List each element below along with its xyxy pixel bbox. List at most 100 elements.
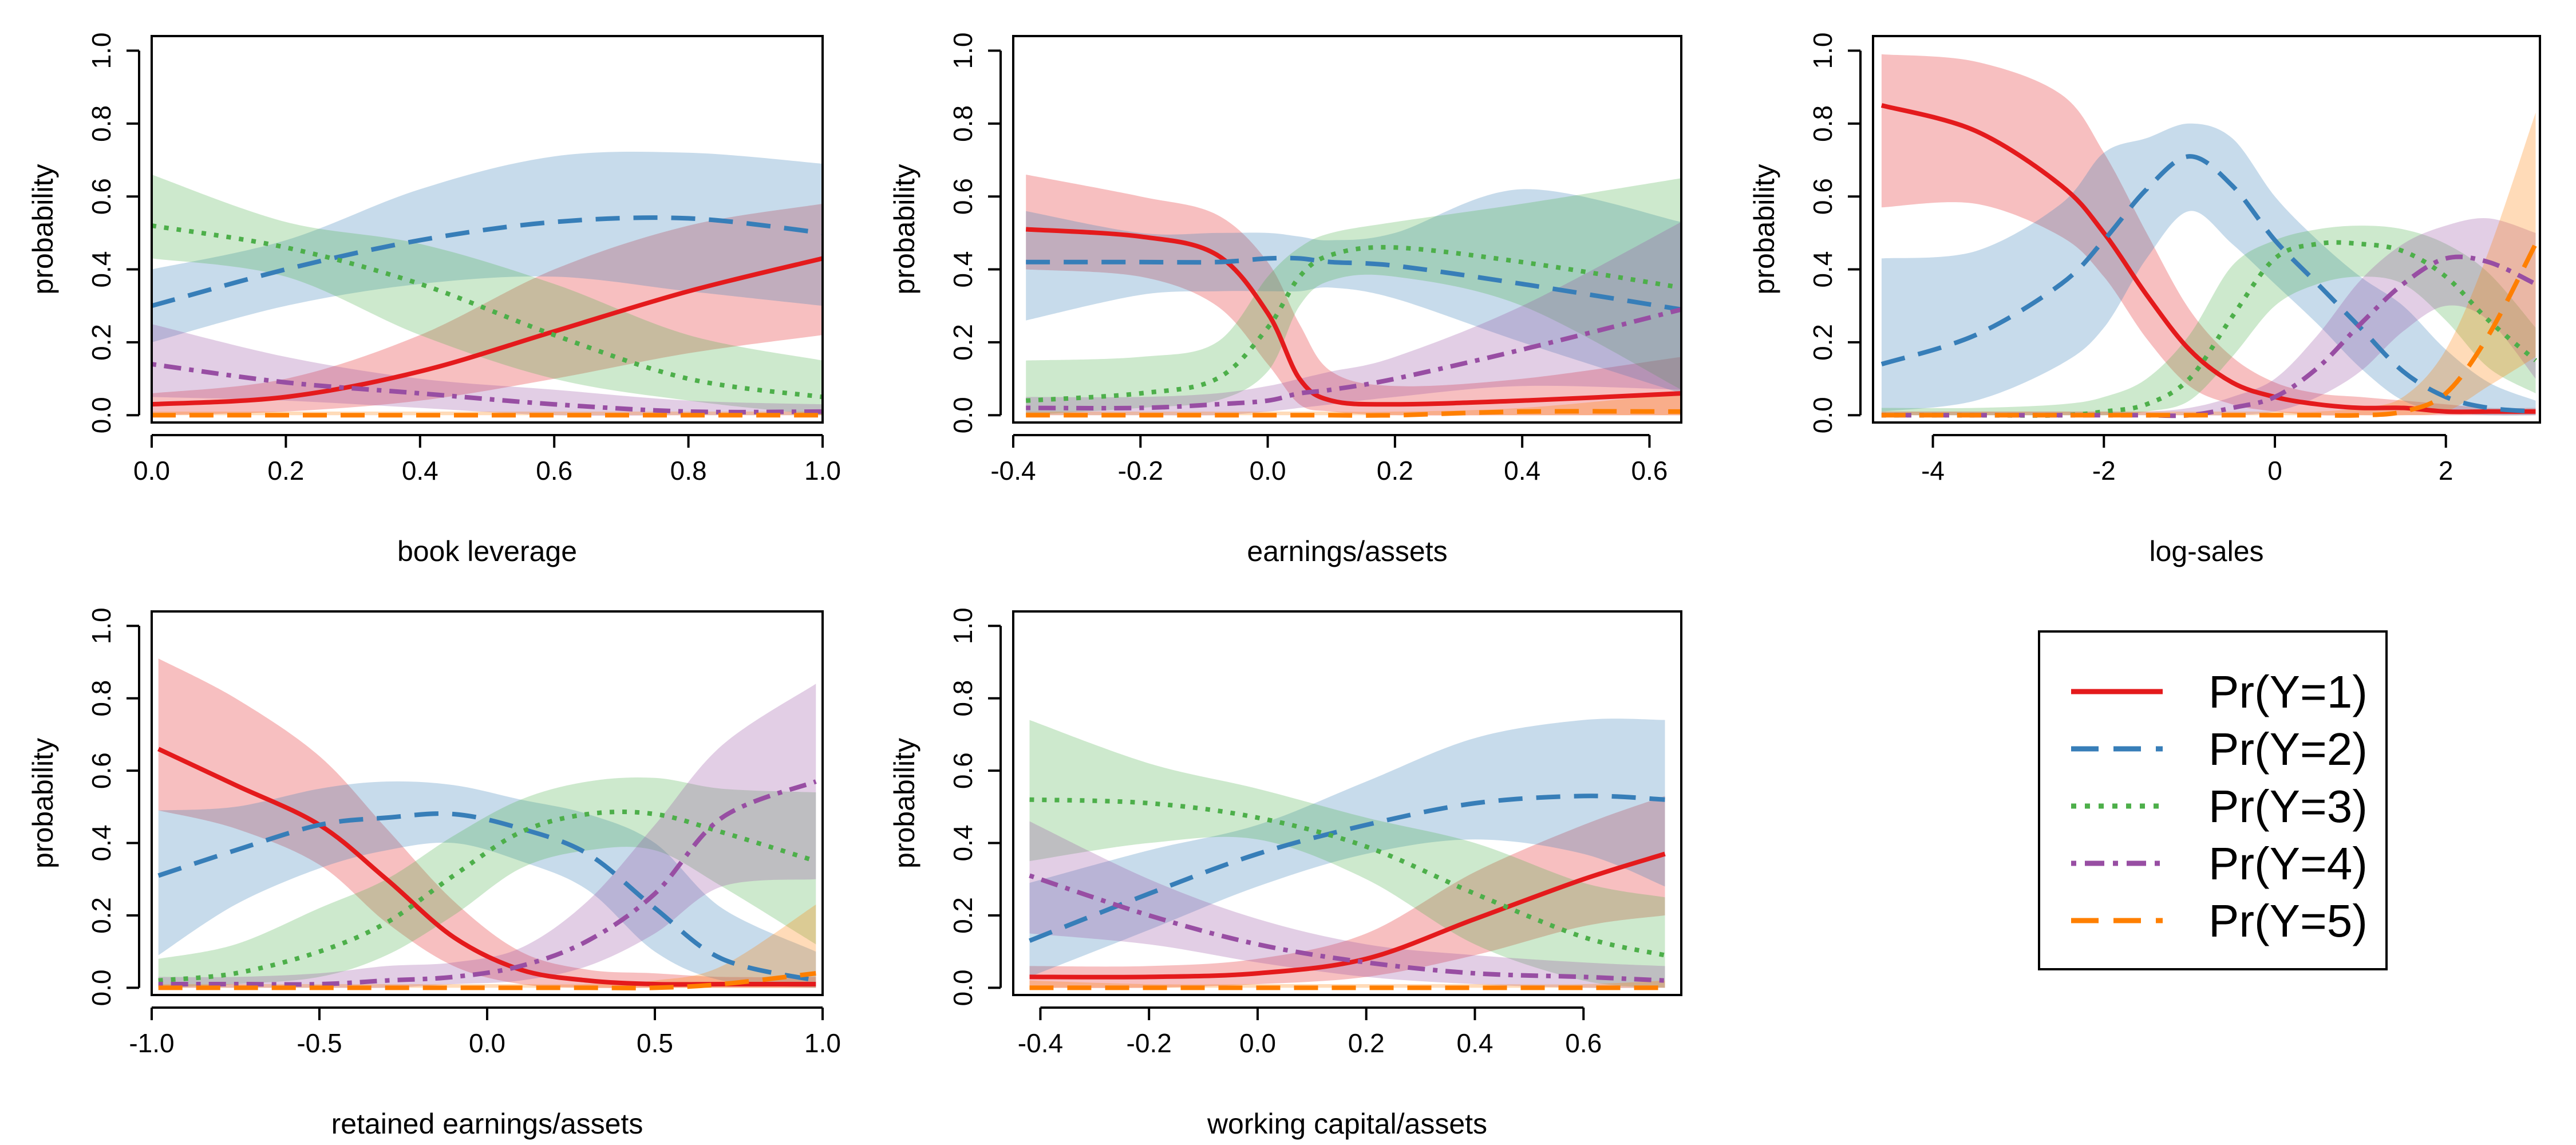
legend-label: Pr(Y=3) [2208,781,2368,832]
confidence-band [1026,189,1681,394]
confidence-band [1026,178,1681,416]
series-line [1881,243,2538,418]
x-tick-label: 0.4 [402,456,438,485]
y-tick-label: 0.0 [86,969,116,1006]
series-line [158,971,816,990]
x-axis-label: earnings/assets [1247,535,1447,567]
confidence-band [1881,112,2536,416]
y-tick-label: 0.4 [86,251,116,288]
x-tick-label: -4 [1921,456,1945,485]
y-tick-label: 0.2 [948,324,978,361]
x-axis-label: retained earnings/assets [331,1108,643,1140]
y-tick-label: 1.0 [1808,32,1838,69]
y-tick-label: 1.0 [948,32,978,69]
y-axis-label: probability [27,164,59,295]
panel-4: -1.0 -0.5 0.0 0.5 1.0 0.0 0.2 0.4 0.6 0.8 1.0 retai… [27,607,841,1140]
plot-frame [151,610,824,996]
confidence-band [1881,218,2536,416]
x-tick-label: -2 [2092,456,2116,485]
y-tick-label: 0.0 [948,969,978,1006]
confidence-band [1029,821,1665,988]
x-tick-label: -0.2 [1118,456,1163,485]
legend-label: Pr(Y=4) [2208,838,2368,889]
confidence-band [158,781,816,988]
series-line [1025,244,1682,403]
legend-label: Pr(Y=2) [2208,724,2368,775]
legend-label: Pr(Y=1) [2208,666,2368,717]
series-line [1029,793,1665,943]
y-tick-label: 0.4 [1808,251,1838,288]
x-tick-label: 0.0 [1239,1028,1276,1058]
x-axis-label: working capital/assets [1207,1108,1487,1140]
panel-1: 0.0 0.2 0.4 0.6 0.8 1.0 0.0 0.2 0.4 0.6 0.8 1.0 book… [27,32,841,567]
y-axis-label: probability [888,738,920,868]
confidence-band [1029,720,1665,988]
series-line [1026,409,1682,418]
y-tick-label: 1.0 [86,607,116,644]
series-line [157,811,817,983]
x-tick-label: -0.4 [1018,1028,1063,1058]
confidence-band [152,175,823,416]
y-tick-label: 0.6 [948,178,978,215]
x-tick-label: 0.2 [1377,456,1413,485]
confidence-band [152,203,823,416]
x-tick-label: 0.4 [1456,1028,1493,1058]
series-line [1881,240,2538,418]
x-tick-label: 2 [2439,456,2453,485]
y-tick-label: 0.6 [948,752,978,789]
x-tick-label: 0.5 [637,1028,673,1058]
y-tick-label: 0.6 [1808,178,1838,215]
confidence-band [152,152,823,342]
x-axis-label: log-sales [2149,535,2263,567]
legend-entry: Pr(Y=1) [2071,666,2368,717]
panel-3: -4 -2 0 2 0.0 0.2 0.4 0.6 0.8 1.0 log-sales probabi… [1748,32,2541,567]
series-line [1026,255,1682,312]
x-tick-label: 0.0 [469,1028,505,1058]
panel-5: -0.4 -0.2 0.0 0.2 0.4 0.6 0.0 0.2 0.4 0.6 0.8 1.0 wo… [888,607,1682,1140]
x-axis-label: book leverage [397,535,577,567]
series-line [1026,307,1682,410]
confidence-band [1029,718,1665,977]
series-line [1029,873,1665,983]
x-tick-label: 0.6 [1565,1028,1602,1058]
x-tick-label: 0 [2267,456,2282,485]
x-tick-label: 0.0 [133,456,170,485]
confidence-band [1026,175,1681,416]
plot-frame [1012,35,1682,424]
x-tick-label: -1.0 [129,1028,174,1058]
y-tick-label: 0.0 [948,397,978,433]
series-line [1880,103,2536,414]
y-tick-label: 0.4 [948,825,978,862]
y-tick-label: 0.8 [1808,105,1838,142]
y-tick-label: 0.2 [86,324,116,361]
confidence-band [1026,222,1681,416]
confidence-band [1029,796,1665,988]
plot-frame [151,35,824,424]
series-line [1029,797,1666,958]
x-tick-label: 0.2 [1348,1028,1385,1058]
confidence-band [1881,226,2536,416]
x-tick-label: 0.0 [1250,456,1286,485]
y-tick-label: 0.0 [86,397,116,433]
legend-entry: Pr(Y=2) [2071,724,2368,775]
x-tick-label: 1.0 [804,1028,841,1058]
y-tick-label: 0.6 [86,752,116,789]
series-line [158,779,817,987]
y-tick-label: 0.6 [86,178,116,215]
y-tick-label: 0.8 [86,680,116,717]
y-axis-label: probability [1748,164,1780,295]
x-tick-label: 0.4 [1504,456,1540,485]
x-tick-label: -0.5 [297,1028,342,1058]
series-line [1025,227,1682,407]
x-tick-label: 0.6 [1631,456,1668,485]
panels: 0.0 0.2 0.4 0.6 0.8 1.0 0.0 0.2 0.4 0.6 0.8 1.0 book… [27,32,2541,1140]
panel-2: -0.4 -0.2 0.0 0.2 0.4 0.6 0.0 0.2 0.4 0.6 0.8 1.0 ea… [888,32,1682,567]
legend-entry: Pr(Y=4) [2071,838,2368,889]
series-line [151,256,823,407]
plot-frame [1872,35,2541,424]
series-line [1029,851,1666,980]
confidence-band [158,905,816,988]
y-tick-label: 0.4 [86,825,116,862]
legend-entry: Pr(Y=3) [2071,781,2368,832]
y-tick-label: 0.2 [86,897,116,934]
